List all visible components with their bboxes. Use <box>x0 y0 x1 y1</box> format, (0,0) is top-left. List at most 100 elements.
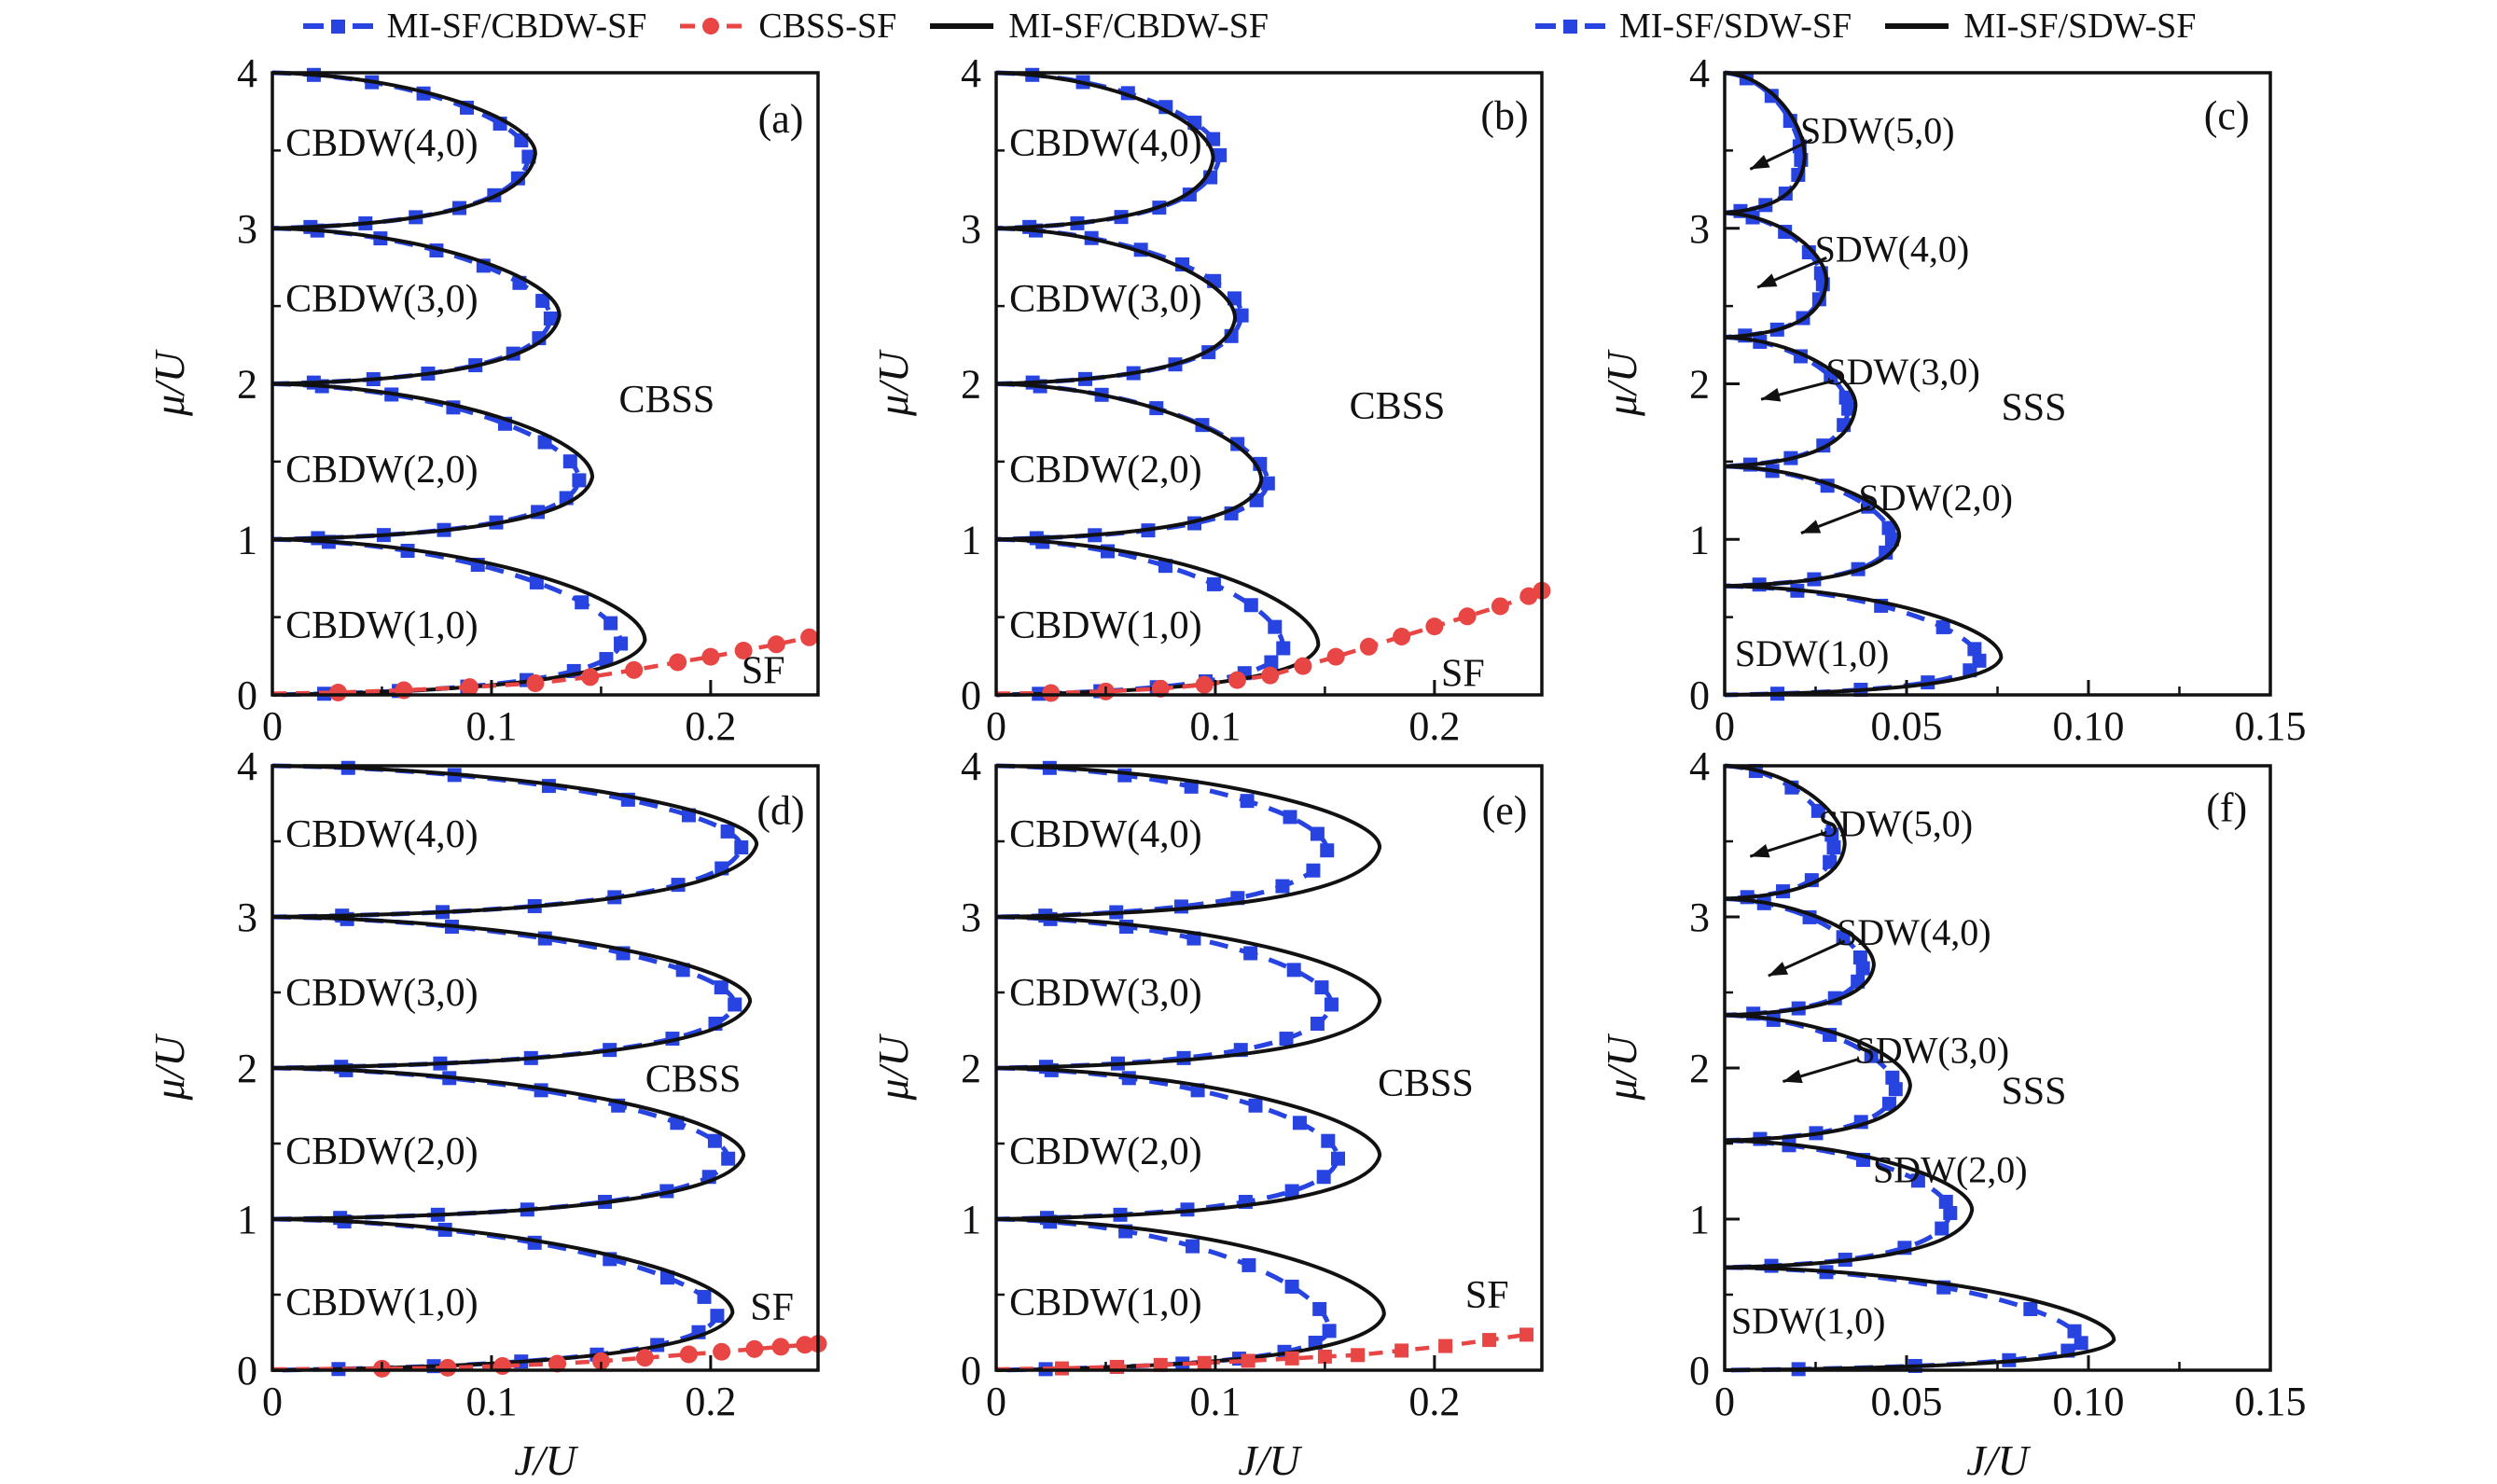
red-point <box>734 641 753 659</box>
annotation-label: SDW(4,0) <box>1837 911 1991 953</box>
qmc-point <box>1888 1082 1903 1097</box>
red-point <box>1151 679 1170 698</box>
red-point <box>460 678 479 697</box>
panel-letter: (e) <box>1482 788 1528 834</box>
qmc-point <box>1173 899 1188 914</box>
dashed-square-line-icon <box>301 14 374 38</box>
y-axis-label: μ/U <box>1598 1033 1645 1102</box>
y-tick-label: 3 <box>237 895 257 940</box>
qmc-point <box>720 824 735 839</box>
mf-boundary <box>995 381 1264 542</box>
x-tick-label: 0.15 <box>2235 703 2307 749</box>
x-tick-label: 0 <box>262 703 283 749</box>
panel-b: 0 0.1 0.2 0 1 2 3 4 μ/U CBDW(1,0) CBDW(2,0) CBDW(3,… <box>869 50 1551 749</box>
qmc-point <box>2067 1324 2082 1338</box>
qmc-point <box>1284 1184 1299 1199</box>
panel-a: 0 0.1 0.2 0 1 2 3 4 μ/U CBDW(1,0) CBDW(2,0) CBDW(3,… <box>146 50 820 749</box>
red-point <box>1482 1333 1497 1348</box>
x-tick-label: 0 <box>986 1379 1006 1424</box>
qmc-point <box>1286 963 1301 978</box>
red-transition-line <box>995 589 1543 696</box>
legend-label: MI-SF/SDW-SF <box>1618 7 1852 46</box>
red-point <box>625 660 644 679</box>
mf-boundary <box>1724 1138 1975 1269</box>
annotation-label: SDW(3,0) <box>1825 351 1980 393</box>
x-tick-label: 0.05 <box>1871 1379 1943 1424</box>
x-tick-label: 0.1 <box>465 1379 517 1424</box>
red-point <box>581 668 600 687</box>
y-axis-label: μ/U <box>869 1033 917 1102</box>
panel-letter: (b) <box>1480 93 1528 139</box>
annotation-label: SDW(5,0) <box>1800 110 1955 152</box>
red-point <box>1228 671 1246 689</box>
qmc-point <box>1279 1032 1294 1047</box>
x-axis-label: J/U <box>514 1436 578 1484</box>
x-axis-label: J/U <box>1238 1436 1302 1484</box>
qmc-point <box>1243 598 1258 613</box>
lobe-label: CBDW(4,0) <box>285 122 478 165</box>
qmc-point <box>1810 803 1825 818</box>
panel-e: 0 0.1 0.2 0 1 2 3 4 μ/U J/U CBDW(1,0) CBDW(2,0) CBDW… <box>869 743 1544 1484</box>
qmc-point <box>2074 1336 2088 1351</box>
region-label: SF <box>1465 1274 1509 1317</box>
lobe-label: CBDW(4,0) <box>1009 813 1201 856</box>
mf-boundary <box>1724 211 1829 340</box>
solid-line-icon <box>928 14 995 38</box>
qmc-point <box>1268 619 1283 634</box>
axes-frame <box>994 71 1544 697</box>
annotation-arrowhead <box>1768 962 1789 977</box>
qmc-point <box>1331 1151 1346 1166</box>
lobe-label: CBDW(1,0) <box>285 604 478 647</box>
mf-boundary <box>995 764 1382 919</box>
red-point <box>526 673 545 692</box>
region-label: SSS <box>2001 387 2066 430</box>
red-point <box>548 1354 566 1373</box>
region-label: CBSS <box>1350 385 1446 428</box>
qmc-point <box>1234 308 1249 323</box>
y-tick-label: 4 <box>961 743 981 789</box>
annotation-arrowhead <box>1750 154 1770 170</box>
red-point <box>679 1345 698 1364</box>
y-tick-label: 3 <box>237 206 257 252</box>
red-point <box>635 1349 654 1367</box>
legend-item: CBSS-SF <box>678 6 896 47</box>
qmc-point <box>537 435 552 450</box>
qmc-point <box>1841 401 1856 416</box>
qmc-point <box>1243 946 1258 961</box>
panel-letter: (f) <box>2206 784 2247 830</box>
annotation-arrowhead <box>1800 520 1822 534</box>
mf-boundary <box>1724 764 1847 901</box>
qmc-point <box>1276 641 1291 656</box>
qmc-point <box>1283 810 1297 825</box>
qmc-point <box>1206 576 1221 591</box>
y-axis-label: μ/U <box>146 349 193 417</box>
qmc-point <box>1321 1133 1336 1148</box>
qmc-point <box>1320 843 1335 858</box>
qmc-point <box>1938 1194 1953 1209</box>
qmc-point <box>1186 1239 1200 1254</box>
legend-label: MI-SF/CBDW-SF <box>1008 7 1269 46</box>
region-label: CBSS <box>1378 1062 1474 1105</box>
qmc-point <box>1310 826 1325 841</box>
red-point <box>1359 637 1378 656</box>
red-point <box>771 1338 790 1356</box>
x-tick-label: 0.2 <box>1408 703 1460 749</box>
x-tick-label: 0.10 <box>2053 1379 2125 1424</box>
qmc-markers <box>335 760 749 923</box>
region-label: SF <box>742 649 785 692</box>
y-tick-label: 2 <box>1689 1046 1710 1091</box>
mf-boundary <box>1724 584 2004 697</box>
qmc-point <box>1855 961 1870 976</box>
annotation-arrowhead <box>1750 844 1770 858</box>
qmc-point <box>1852 950 1867 964</box>
qmc-point <box>1864 1048 1879 1063</box>
qmc-point <box>543 311 558 326</box>
annotation-arrowhead <box>1783 1069 1803 1084</box>
qmc-point <box>1943 1206 1958 1221</box>
qmc-point <box>1310 1016 1325 1031</box>
legend-item: MI-SF/SDW-SF <box>1883 6 2196 47</box>
qmc-point <box>1312 1301 1327 1316</box>
lobe-label: CBDW(1,0) <box>1009 604 1201 647</box>
qmc-point <box>1260 476 1275 491</box>
x-tick-label: 0 <box>262 1379 283 1424</box>
